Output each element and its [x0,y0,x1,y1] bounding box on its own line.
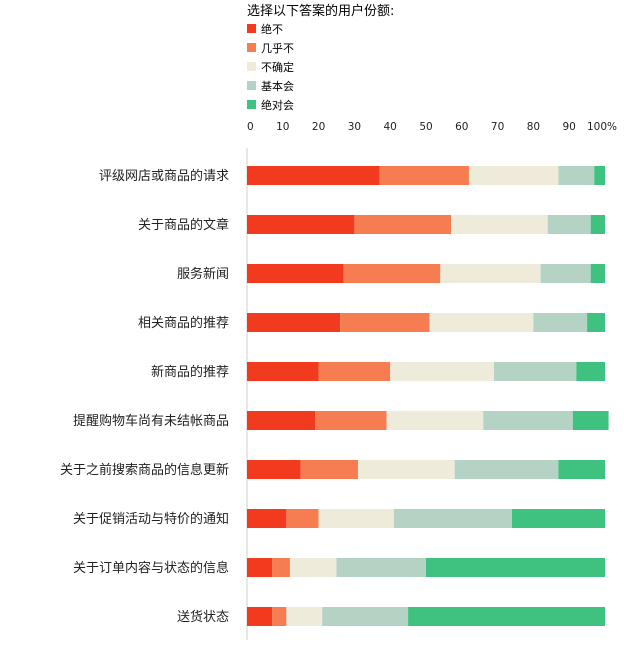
bar-segment-9-1 [272,607,287,626]
category-label-1: 关于商品的文章 [138,217,229,233]
bar-segment-5-4 [572,411,609,430]
bar-segment-6-1 [300,460,358,479]
bar-segment-8-3 [336,558,426,577]
x-tick-label-6: 60 [455,121,468,133]
bar-segment-0-2 [468,166,559,185]
bar-row-9 [247,607,605,626]
x-tick-label-8: 80 [527,121,540,133]
bar-segment-3-3 [533,313,588,332]
bars [247,166,609,626]
x-tick-label-0: 0 [247,121,254,133]
legend-label-4: 绝对会 [261,98,294,112]
bar-row-5 [247,411,609,430]
bar-segment-6-2 [357,460,455,479]
bar-segment-4-2 [390,362,495,381]
bar-row-2 [247,264,605,283]
bar-segment-8-1 [272,558,290,577]
bar-segment-3-0 [247,313,341,332]
x-tick-label-9: 90 [563,121,576,133]
x-tick-label-2: 20 [312,121,325,133]
bar-segment-4-4 [576,362,605,381]
bar-segment-3-1 [340,313,430,332]
bar-segment-6-4 [558,460,605,479]
bar-segment-9-0 [247,607,273,626]
bar-segment-9-4 [408,607,605,626]
bar-row-1 [247,215,605,234]
legend-label-0: 绝不 [261,22,283,36]
legend-swatch-1 [247,43,256,52]
bar-segment-9-3 [322,607,409,626]
bar-segment-7-0 [247,509,287,528]
bar-segment-7-2 [318,509,394,528]
legend-label-3: 基本会 [261,79,294,93]
bar-row-3 [247,313,605,332]
x-tick-label-4: 40 [384,121,397,133]
category-label-7: 关于促销活动与特价的通知 [73,511,229,527]
bar-segment-2-1 [343,264,441,283]
bar-segment-0-4 [594,166,605,185]
legend-swatch-0 [247,24,256,33]
bar-segment-0-0 [247,166,380,185]
legend-swatch-4 [247,100,256,109]
legend-label-2: 不确定 [261,60,294,74]
bar-segment-6-3 [454,460,559,479]
bar-row-4 [247,362,605,381]
bar-segment-5-1 [315,411,387,430]
bar-segment-1-3 [547,215,591,234]
legend-swatch-2 [247,62,256,71]
bar-segment-1-2 [451,215,548,234]
bar-segment-1-0 [247,215,355,234]
category-label-2: 服务新闻 [177,266,229,282]
legend-title: 选择以下答案的用户份额: [247,3,394,19]
bar-row-6 [247,460,605,479]
category-label-5: 提醒购物车尚有未结帐商品 [73,413,229,429]
bar-row-7 [247,509,605,528]
bar-segment-3-2 [429,313,534,332]
bar-segment-5-2 [386,411,484,430]
bar-segment-2-0 [247,264,344,283]
bar-row-0 [247,166,605,185]
bar-segment-3-4 [587,313,605,332]
category-labels: 评级网店或商品的请求关于商品的文章服务新闻相关商品的推荐新商品的推荐提醒购物车尚… [60,168,229,625]
category-label-0: 评级网店或商品的请求 [99,168,229,184]
category-label-6: 关于之前搜索商品的信息更新 [60,462,229,478]
x-axis-ticks: 0 10 20 30 40 50 60 70 80 90 100% [247,121,617,133]
category-label-9: 送货状态 [177,609,229,625]
bar-segment-8-2 [289,558,337,577]
x-tick-label-10: 100% [587,121,617,133]
legend-label-1: 几乎不 [261,42,294,55]
bar-segment-5-3 [483,411,573,430]
bar-segment-2-2 [440,264,541,283]
bar-segment-2-4 [590,264,605,283]
bar-segment-0-1 [379,166,469,185]
legend-swatch-3 [247,81,256,90]
bar-segment-7-4 [511,509,605,528]
bar-row-8 [247,558,605,577]
category-label-4: 新商品的推荐 [151,364,229,380]
bar-segment-7-1 [286,509,319,528]
x-tick-label-7: 70 [491,121,504,133]
bar-segment-4-0 [247,362,319,381]
x-tick-label-1: 10 [276,121,289,133]
bar-segment-2-3 [540,264,591,283]
bar-segment-4-3 [494,362,577,381]
bar-segment-0-3 [558,166,595,185]
bar-segment-6-0 [247,460,301,479]
bar-segment-9-2 [286,607,323,626]
bar-segment-1-4 [590,215,605,234]
bar-segment-8-4 [426,558,605,577]
bar-segment-1-1 [354,215,452,234]
category-label-3: 相关商品的推荐 [138,315,229,331]
category-label-8: 关于订单内容与状态的信息 [73,560,229,576]
bar-segment-8-0 [247,558,273,577]
bar-segment-4-1 [318,362,391,381]
x-tick-label-5: 50 [419,121,432,133]
bar-segment-7-3 [393,509,512,528]
bar-segment-5-0 [247,411,316,430]
x-tick-label-3: 30 [348,121,361,133]
